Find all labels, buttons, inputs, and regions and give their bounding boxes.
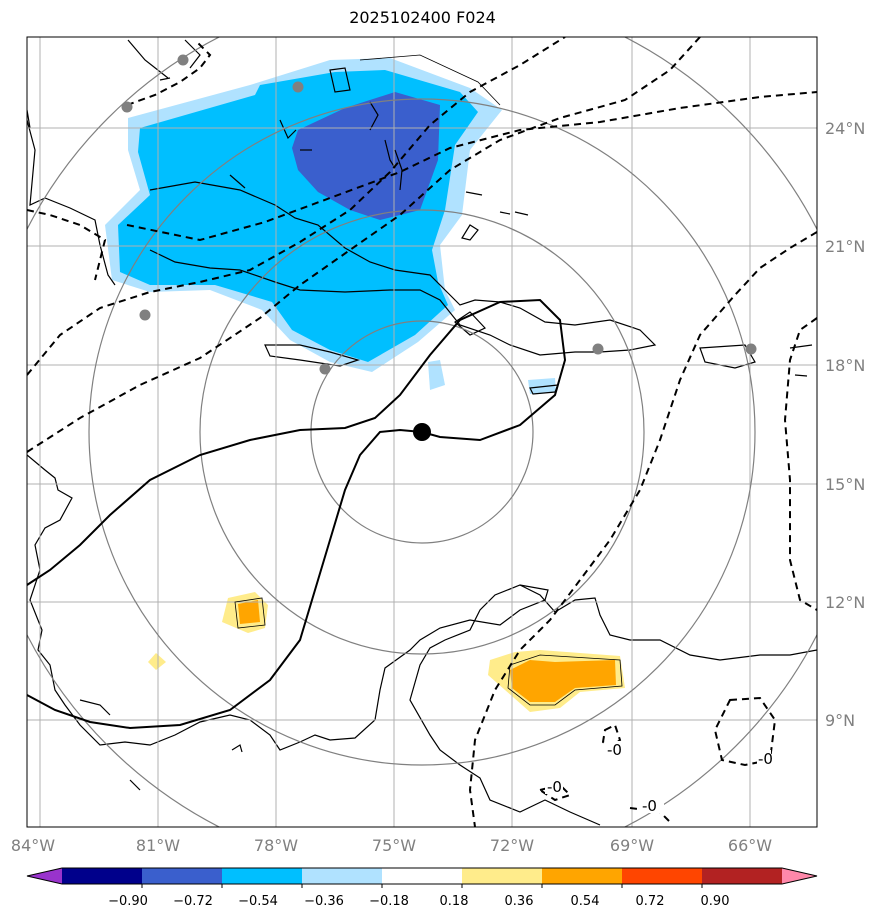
- lon-label: 81°W: [136, 836, 180, 855]
- contour-labels: -0 -0 -0 -0: [545, 741, 773, 815]
- lon-label: 78°W: [254, 836, 298, 855]
- contour-label: -0: [547, 778, 562, 796]
- colorbar-cell: [62, 868, 143, 884]
- lat-label: 24°N: [825, 119, 865, 138]
- contour-label: -0: [607, 741, 622, 759]
- colorbar-tick-label: −0.36: [304, 894, 344, 909]
- colorbar: −0.90 −0.72 −0.54 −0.36 −0.18 0.18 0.36 …: [26, 867, 818, 909]
- lat-label: 12°N: [825, 593, 865, 612]
- colorbar-cell: [382, 868, 463, 884]
- lon-label: 84°W: [11, 836, 55, 855]
- colorbar-tick-label: −0.90: [108, 894, 148, 909]
- range-rings: [27, 37, 817, 827]
- lat-label: 18°N: [825, 356, 865, 375]
- colorbar-tick-label: 0.54: [571, 894, 600, 909]
- map-frame: [26, 36, 818, 828]
- lon-label: 72°W: [490, 836, 534, 855]
- lon-label: 69°W: [610, 836, 654, 855]
- colorbar-cell: [222, 868, 303, 884]
- contour-label: -0: [642, 797, 657, 815]
- gray-station-dots: [121, 54, 757, 375]
- colorbar-tick-label: 0.72: [636, 894, 665, 909]
- solid-contours: [27, 298, 567, 730]
- colorbar-cell: [622, 868, 703, 884]
- contour-label: -0: [758, 750, 773, 768]
- negative-shading: [105, 58, 556, 394]
- colorbar-cell: [702, 868, 783, 884]
- colorbar-tick-label: 0.18: [440, 894, 469, 909]
- lat-label: 9°N: [825, 711, 855, 730]
- colorbar-extend-low: [27, 868, 62, 884]
- colorbar-tick-label: 0.36: [505, 894, 534, 909]
- colorbar-tick-label: 0.90: [701, 894, 730, 909]
- lat-label: 21°N: [825, 237, 865, 256]
- lon-label: 75°W: [372, 836, 416, 855]
- lon-label: 66°W: [728, 836, 772, 855]
- lat-label: 15°N: [825, 475, 865, 494]
- longitude-labels: 84°W 81°W 78°W 75°W 72°W 69°W 66°W: [11, 836, 772, 855]
- colorbar-cell: [462, 868, 543, 884]
- colorbar-cell: [142, 868, 223, 884]
- shading-outlines: [234, 54, 623, 706]
- colorbar-cell: [302, 868, 383, 884]
- gridlines: [27, 37, 817, 827]
- map-title: 2025102400 F024: [349, 8, 496, 27]
- dashed-contours: [27, 37, 817, 827]
- latitude-labels: 24°N 21°N 18°N 15°N 12°N 9°N: [825, 119, 865, 730]
- colorbar-cell: [542, 868, 623, 884]
- colorbar-tick-label: −0.54: [238, 894, 278, 909]
- storm-center-dot: [413, 423, 431, 441]
- colorbar-extend-high: [782, 868, 817, 884]
- colorbar-tick-label: −0.72: [173, 894, 213, 909]
- colorbar-tick-label: −0.18: [369, 894, 409, 909]
